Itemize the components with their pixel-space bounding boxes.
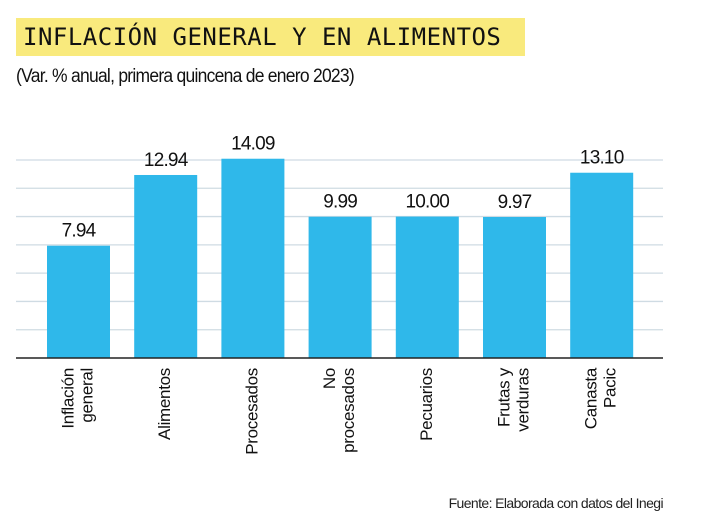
x-tick-label: Alimentos: [155, 368, 174, 440]
x-tick-label: Frutas y verduras: [495, 367, 533, 432]
x-tick-label-line: verduras: [514, 368, 533, 432]
value-label: 12.94: [144, 150, 189, 171]
bar: [308, 216, 372, 358]
value-label: 9.97: [498, 192, 532, 213]
title-highlight: INFLACIÓN GENERAL Y EN ALIMENTOS: [16, 18, 525, 56]
value-label: 10.00: [406, 192, 450, 213]
chart-subtitle: (Var. % anual, primera quincena de enero…: [16, 66, 355, 87]
x-tick-label: No procesados: [320, 368, 358, 453]
x-tick-label-line: Frutas y: [495, 367, 514, 427]
x-axis-labels: Inflación general Alimentos Procesados No pro…: [59, 367, 620, 455]
bar: [483, 216, 546, 358]
bar: [221, 158, 285, 358]
x-tick-label: Inflación general: [59, 368, 97, 429]
x-tick-label-line: Alimentos: [155, 368, 174, 440]
bars: [47, 158, 634, 358]
source-note: Fuente: Elaborada con datos del Inegi: [448, 495, 664, 511]
value-labels: 7.94 12.94 14.09 9.99 10.00 9.97 13.10: [62, 134, 625, 242]
x-tick-label-line: No: [320, 368, 339, 389]
x-tick-label-line: Inflación: [59, 368, 78, 429]
value-label: 13.10: [580, 148, 624, 169]
x-tick-label: Procesados: [242, 368, 261, 455]
x-tick-label-line: general: [78, 368, 97, 423]
bar: [395, 216, 459, 358]
value-label: 9.99: [323, 192, 357, 213]
bar: [570, 172, 634, 358]
bar: [47, 245, 110, 358]
x-tick-label-line: procesados: [339, 368, 358, 453]
value-label: 14.09: [231, 134, 275, 155]
bar: [134, 174, 198, 358]
x-tick-label-line: Pacic: [601, 367, 620, 408]
x-tick-label-line: Pecuarios: [417, 368, 436, 441]
value-label: 7.94: [62, 221, 97, 242]
chart-title: INFLACIÓN GENERAL Y EN ALIMENTOS: [23, 23, 502, 51]
x-tick-label-line: Canasta: [582, 367, 601, 429]
x-tick-label-line: Procesados: [242, 368, 261, 455]
x-tick-label: Pecuarios: [417, 368, 436, 441]
x-tick-label: Canasta Pacic: [582, 367, 620, 429]
